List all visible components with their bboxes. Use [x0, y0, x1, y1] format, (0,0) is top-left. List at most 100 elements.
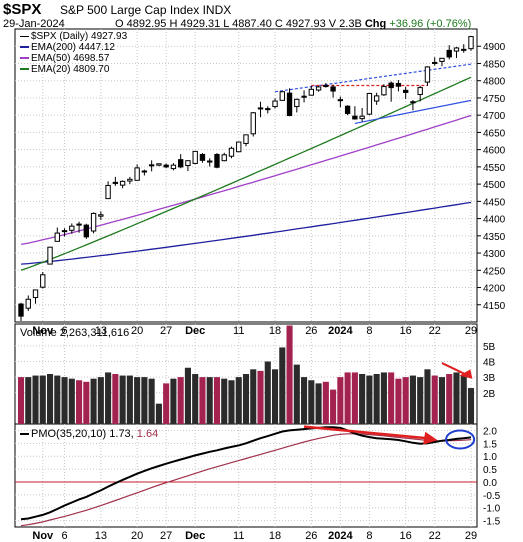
candle-body	[330, 86, 336, 92]
candle-body	[468, 36, 474, 50]
legend-ema200-swatch	[20, 46, 29, 49]
volume-bar	[17, 377, 25, 424]
candle-body	[381, 86, 387, 96]
volume-bar	[271, 369, 279, 424]
candle-body	[388, 82, 394, 89]
volume-bar	[395, 378, 402, 424]
volume-bar	[126, 375, 133, 424]
volume-bar	[61, 377, 68, 424]
x-tick-label: 8	[366, 530, 372, 542]
x-tick-label: 22	[429, 325, 441, 337]
x-tick-label: 29	[465, 530, 477, 542]
volume-bar	[32, 375, 39, 424]
price-y-tick-label: 4300	[483, 249, 506, 260]
open-label: O	[115, 18, 124, 30]
legend-ema20-swatch	[20, 68, 29, 71]
volume-bar	[467, 388, 475, 424]
candle-body	[69, 225, 75, 231]
volume-bar	[417, 377, 424, 424]
pmo-signal-line	[20, 433, 472, 527]
candle-body	[359, 115, 365, 120]
volume-bar	[453, 372, 460, 424]
volume-bar	[286, 325, 293, 424]
candle-body	[257, 107, 264, 110]
high-label: H	[169, 18, 178, 30]
volume-bar	[257, 370, 264, 424]
volume-bar	[177, 377, 184, 424]
volume-bar	[235, 377, 242, 424]
volume-bar	[366, 375, 373, 424]
price-y-tick-label: 4700	[483, 111, 506, 122]
pmo-line	[20, 426, 472, 521]
candle-body	[214, 153, 220, 168]
candle-body	[192, 150, 198, 164]
candle-body	[199, 153, 206, 161]
candle-body	[323, 85, 329, 88]
candle-body	[453, 47, 460, 52]
security-name: S&P 500 Large Cap Index	[60, 3, 200, 17]
x-tick-label: Dec	[185, 325, 205, 337]
x-tick-label: Nov	[32, 325, 54, 337]
candle-body	[439, 57, 445, 62]
candle-body	[461, 48, 467, 51]
candle-body	[61, 230, 68, 233]
x-tick-label: 18	[269, 325, 281, 337]
legend-pmo: PMO(35,20,10) 1.73, 1.64	[20, 428, 158, 440]
security-exchange: INDX	[202, 3, 232, 17]
pmo-highlight-circle	[445, 429, 476, 450]
volume-bar	[322, 381, 329, 424]
pmo-arrow-line	[303, 425, 432, 440]
volume-bar	[213, 377, 221, 424]
volume-bar	[83, 381, 90, 424]
price-y-tick-label: 4500	[483, 180, 506, 191]
volume-bar	[141, 377, 148, 424]
x-tick-label: Nov	[32, 530, 54, 542]
chart-date: 29-Jan-2024	[3, 18, 65, 30]
candle-body	[432, 61, 438, 64]
pmo-y-tick-label: 2.0	[483, 426, 497, 437]
legend-ema50-swatch	[20, 57, 29, 60]
candle-body	[228, 147, 235, 157]
candle-body	[424, 66, 431, 83]
x-tick-label: 27	[160, 530, 172, 542]
volume-bar	[148, 378, 155, 424]
price-y-tick-label: 4800	[483, 77, 506, 88]
candle-body	[272, 100, 278, 108]
legend-ema20-label: EMA(20) 4809.70	[31, 64, 110, 75]
candle-body	[410, 101, 416, 104]
volume-bar	[264, 361, 271, 424]
candle-body	[185, 160, 191, 167]
low-label: L	[223, 18, 230, 30]
legend-pmo-title: PMO(35,20,10)	[31, 428, 107, 440]
price-y-tick-label: 4550	[483, 163, 506, 174]
legend-ema50: EMA(50) 4698.57	[20, 53, 109, 64]
candle-body	[47, 246, 53, 265]
candle-body	[83, 224, 90, 238]
price-y-tick-label: 4450	[483, 197, 506, 208]
volume-value: 2.3B	[339, 18, 362, 30]
volume-bar	[424, 369, 431, 424]
candle-body	[141, 170, 148, 173]
chart-symbol: $SPX	[3, 1, 42, 18]
volume-bar	[460, 375, 467, 424]
legend-ema200-label: EMA(200) 4447.12	[31, 42, 115, 53]
candle-body	[25, 298, 31, 309]
trendline-2	[354, 99, 472, 125]
volume-bar	[242, 374, 250, 424]
volume-bar	[206, 377, 213, 424]
volume-y-tick-label: 2B	[483, 389, 496, 400]
x-tick-label: 18	[269, 530, 281, 542]
volume-bar	[192, 374, 199, 424]
candle-body	[395, 82, 402, 87]
candle-body	[119, 180, 126, 186]
volume-bar	[228, 380, 235, 424]
pmo-y-tick-label: 0.0	[483, 478, 497, 489]
volume-bar	[279, 347, 286, 424]
legend-pmo-swatch	[20, 433, 29, 436]
x-tick-label: 26	[305, 530, 317, 542]
open-value: 4892.95	[126, 18, 167, 30]
x-tick-label: 22	[429, 530, 441, 542]
legend-price-swatch	[20, 35, 29, 37]
close-label: C	[274, 18, 283, 30]
